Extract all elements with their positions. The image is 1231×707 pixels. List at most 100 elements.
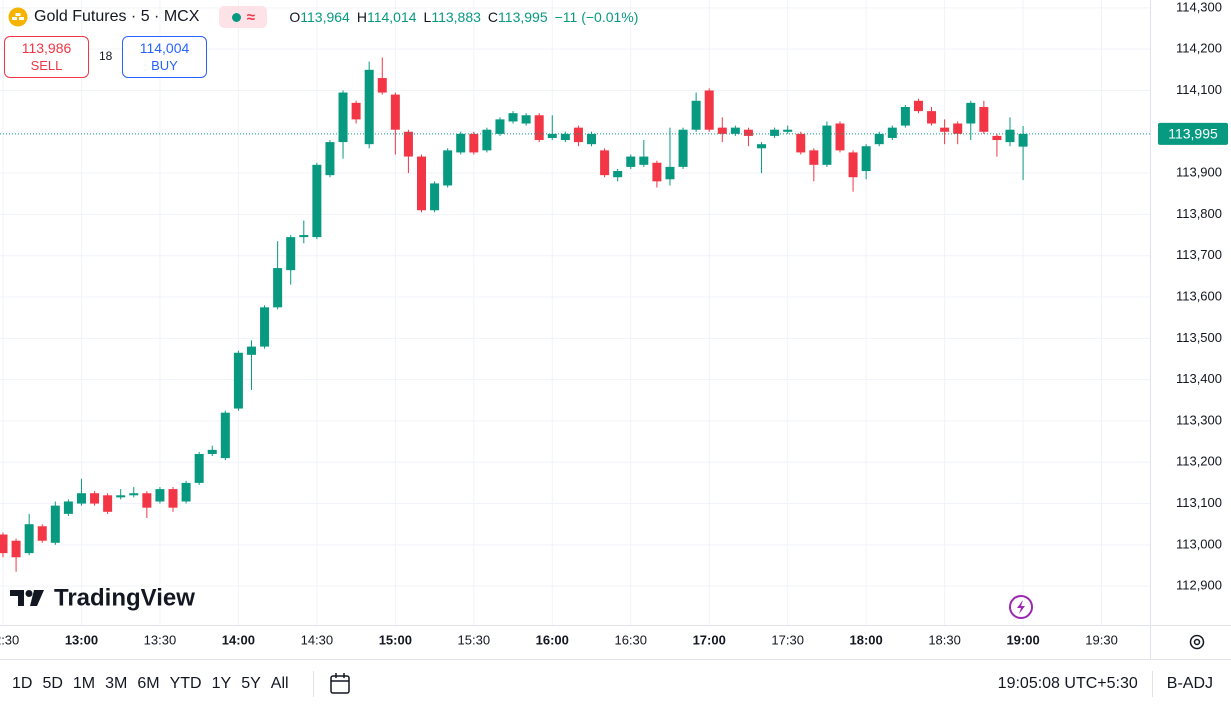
y-tick-label: 113,400: [1176, 371, 1222, 386]
candle-body: [416, 156, 426, 211]
symbol-icon: [8, 7, 28, 27]
y-tick-label: 113,100: [1176, 495, 1222, 510]
candle-body: [129, 493, 139, 496]
symbol-title[interactable]: Gold Futures · 5 · MCX: [34, 8, 200, 25]
candle-body: [90, 493, 100, 504]
candle-body: [887, 127, 897, 138]
candle-body: [37, 526, 47, 541]
ohlc-key: O: [289, 9, 301, 25]
ohlc-value: 114,014: [366, 9, 417, 25]
bottom-right: 19:05:08 UTC+5:30 B-ADJ: [997, 670, 1213, 697]
period-button[interactable]: All: [270, 674, 289, 692]
sell-price: 113,986: [21, 40, 72, 56]
candle-body: [168, 489, 178, 508]
buy-button[interactable]: 114,004 BUY: [122, 36, 207, 78]
buy-label: BUY: [151, 58, 178, 73]
candle-body: [861, 146, 871, 172]
lightning-icon[interactable]: [1009, 595, 1033, 619]
candle-body: [403, 131, 413, 157]
candle-body: [325, 142, 335, 176]
candle-body: [626, 156, 636, 167]
candle-body: [573, 127, 583, 143]
candle-body: [155, 489, 165, 502]
bar: [12, 17, 17, 20]
period-button[interactable]: 1D: [12, 674, 33, 692]
candle-body: [560, 133, 570, 141]
buy-price: 114,004: [139, 40, 190, 56]
logo-mark: [10, 590, 24, 606]
y-tick-label: 113,000: [1176, 536, 1222, 551]
lightning-bolt[interactable]: [1017, 600, 1025, 614]
x-tick-label: 14:00: [222, 632, 255, 647]
logo-mark: [25, 590, 33, 597]
candle-body: [24, 524, 34, 554]
last-price-label: 113,995: [1168, 126, 1218, 142]
status-dot: [231, 12, 241, 22]
candle-body: [678, 129, 688, 167]
last-price-badge: [1158, 122, 1228, 145]
ohlc-value: 113,995: [498, 9, 548, 25]
calendar-body[interactable]: [329, 674, 350, 694]
sell-button[interactable]: 113,986 SELL: [4, 36, 89, 78]
candles: [0, 57, 1150, 572]
y-tick-label: 113,600: [1176, 288, 1222, 303]
gear[interactable]: [1189, 634, 1205, 650]
candle-body: [940, 127, 950, 132]
y-tick-label: 114,300: [1176, 0, 1222, 14]
candle-body: [220, 412, 230, 459]
candle-body: [495, 119, 505, 134]
candle-body: [482, 129, 492, 151]
candle-body: [207, 449, 217, 454]
candle-body: [613, 171, 623, 178]
coin: [8, 7, 28, 27]
candle-body: [966, 102, 976, 124]
period-button[interactable]: 5Y: [241, 674, 261, 692]
candle-body: [927, 111, 937, 124]
candle-body: [11, 540, 21, 558]
header: Gold Futures · 5 · MCX ≈ O 113,964 H 114,0…: [8, 5, 645, 29]
candle-body: [1005, 129, 1015, 143]
candle-body: [652, 162, 662, 182]
period-button[interactable]: 1M: [72, 674, 96, 692]
candle-body: [587, 133, 597, 145]
candle-body: [900, 106, 910, 126]
period-button[interactable]: 6M: [137, 674, 160, 692]
candle-body: [521, 115, 531, 124]
settings-icon[interactable]: [1189, 634, 1205, 650]
candle-body: [351, 102, 361, 120]
candle-body: [299, 235, 309, 238]
period-button[interactable]: 3M: [105, 674, 128, 692]
period-button[interactable]: 5D: [42, 674, 63, 692]
y-tick-label: 113,800: [1176, 206, 1222, 221]
period-button[interactable]: 1Y: [211, 674, 232, 692]
calendar-icon[interactable]: [328, 671, 354, 697]
ohlc-change: −11 (−0.01%): [554, 9, 639, 25]
x-tick-label: 18:30: [928, 632, 961, 647]
candle-body: [992, 135, 1002, 141]
candle-body: [1018, 133, 1028, 147]
candle-body: [469, 133, 479, 153]
candle-body: [456, 133, 466, 153]
x-tick-label: 16:30: [614, 632, 647, 647]
candle-body: [770, 129, 780, 136]
candle-body: [0, 534, 8, 554]
candle-body: [312, 164, 322, 238]
candle-body: [286, 237, 296, 271]
x-tick-label: 19:00: [1006, 632, 1039, 647]
candle-body: [508, 113, 518, 122]
y-tick-label: 113,500: [1176, 330, 1222, 345]
ohlc-key: H: [356, 9, 367, 25]
period-button[interactable]: YTD: [169, 674, 202, 692]
y-tick-label: 113,900: [1176, 165, 1222, 180]
ohlc-value: 113,883: [431, 9, 481, 25]
clock[interactable]: 19:05:08 UTC+5:30: [997, 674, 1138, 692]
y-tick-label: 113,300: [1176, 412, 1222, 427]
gear-center[interactable]: [1193, 638, 1201, 646]
chart-background: [0, 0, 1231, 659]
candle-body: [809, 150, 819, 165]
adjustment[interactable]: B-ADJ: [1166, 674, 1213, 692]
status-pill[interactable]: ≈: [219, 6, 268, 28]
x-tick-label: 19:30: [1085, 632, 1118, 647]
sell-label: SELL: [30, 58, 63, 73]
